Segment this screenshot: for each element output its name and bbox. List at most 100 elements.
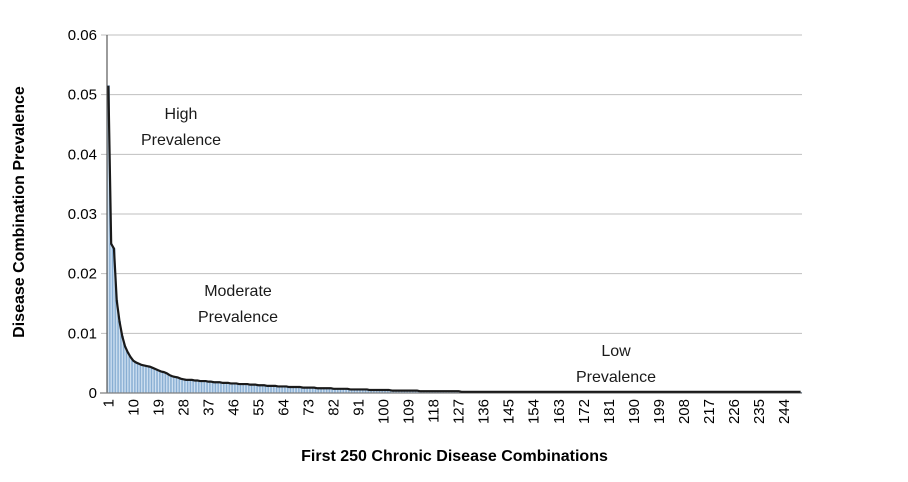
x-tick-label: 235 (751, 399, 768, 424)
y-tick-label: 0 (89, 385, 97, 402)
x-tick-label: 82 (326, 399, 343, 416)
y-tick-label: 0.06 (68, 27, 97, 44)
bar (223, 382, 227, 394)
bar (234, 383, 238, 394)
annotation-low-prevalence: Low Prevalence (536, 339, 696, 391)
bar (201, 380, 205, 394)
annotation-moderate-line1: Moderate (204, 283, 272, 300)
bar (170, 375, 174, 394)
bar (173, 376, 177, 394)
bar (259, 384, 263, 394)
bar (134, 362, 138, 394)
y-tick-label: 0.05 (68, 87, 97, 104)
bar (237, 383, 241, 394)
bar (226, 382, 230, 394)
bar (198, 380, 202, 394)
x-tick-label: 181 (601, 399, 618, 424)
x-axis-title: First 250 Chronic Disease Combinations (301, 448, 608, 465)
y-tick-label: 0.01 (68, 325, 97, 342)
bar (212, 381, 216, 394)
x-tick-label: 217 (701, 399, 718, 424)
bar (145, 365, 149, 394)
x-tick-label: 154 (526, 399, 543, 424)
bar (129, 356, 133, 394)
bar (257, 384, 260, 394)
x-tick-label: 1 (100, 399, 117, 407)
x-tick-label: 127 (451, 399, 468, 424)
x-tick-label: 199 (651, 399, 668, 424)
bar (195, 380, 199, 394)
bar (204, 380, 208, 394)
x-tick-label: 118 (426, 399, 443, 423)
bar (179, 378, 183, 394)
x-tick-label: 73 (301, 399, 318, 416)
x-tick-label: 55 (251, 399, 268, 416)
x-tick-label: 64 (276, 399, 293, 416)
y-tick-labels-group: 0 0.01 0.02 0.03 0.04 0.05 0.06 (68, 27, 97, 402)
bar (109, 243, 113, 394)
bar (240, 383, 244, 394)
x-tick-label: 109 (401, 399, 418, 424)
x-tick-label: 172 (576, 399, 593, 424)
bar (243, 383, 247, 394)
bar (148, 366, 152, 394)
bar (140, 364, 144, 394)
bar (162, 371, 166, 394)
x-tick-label: 244 (776, 399, 793, 424)
x-tick-label: 10 (125, 399, 142, 416)
x-tick-label: 100 (376, 399, 393, 424)
bar (218, 381, 222, 394)
x-tick-labels-group: 1 10 19 28 37 46 55 64 73 82 91 100 109 118 127 136 145 1… (100, 399, 793, 424)
annotation-moderate-line2: Prevalence (197, 309, 279, 326)
bar (184, 379, 188, 394)
x-tick-label: 208 (676, 399, 693, 424)
bar (159, 371, 163, 394)
x-tick-label: 190 (626, 399, 643, 424)
bar (165, 372, 169, 394)
bar (131, 360, 135, 394)
bar (229, 383, 233, 394)
annotation-low-line2: Prevalence (575, 369, 657, 386)
bar (190, 379, 194, 394)
bar (143, 365, 146, 394)
x-tick-label: 91 (351, 399, 368, 416)
x-tick-label: 28 (175, 399, 192, 416)
annotation-high-prevalence: High Prevalence (101, 102, 261, 154)
annotation-high-line2: Prevalence (140, 132, 222, 149)
annotation-low-line1: Low (601, 343, 631, 360)
gridlines-group (101, 34, 802, 394)
x-tick-label: 226 (726, 399, 743, 424)
bar (126, 352, 130, 394)
y-tick-label: 0.02 (68, 266, 97, 283)
x-tick-label: 145 (501, 399, 518, 424)
y-tick-label: 0.03 (68, 206, 97, 223)
bar (215, 381, 219, 394)
bar (245, 383, 249, 394)
bar (207, 381, 210, 394)
x-tick-label: 136 (476, 399, 493, 424)
bar (232, 383, 235, 394)
y-axis-title: Disease Combination Prevalence (11, 86, 28, 338)
bar (154, 368, 158, 394)
bar (168, 374, 171, 394)
bar (120, 335, 124, 394)
bar (123, 346, 127, 394)
y-tick-label: 0.04 (68, 146, 97, 163)
prevalence-line-series (107, 85, 801, 393)
bar (137, 363, 141, 394)
bar (251, 384, 255, 394)
bar (187, 379, 191, 394)
bar (181, 378, 185, 394)
bar (193, 380, 197, 394)
x-tick-label: 163 (551, 399, 568, 424)
bar (209, 381, 213, 394)
bar (151, 367, 155, 394)
bar (118, 320, 121, 394)
bar (176, 377, 180, 394)
bar (156, 369, 160, 394)
x-tick-label: 19 (150, 399, 167, 416)
annotation-high-line1: High (164, 106, 198, 123)
x-tick-label: 37 (201, 399, 218, 416)
